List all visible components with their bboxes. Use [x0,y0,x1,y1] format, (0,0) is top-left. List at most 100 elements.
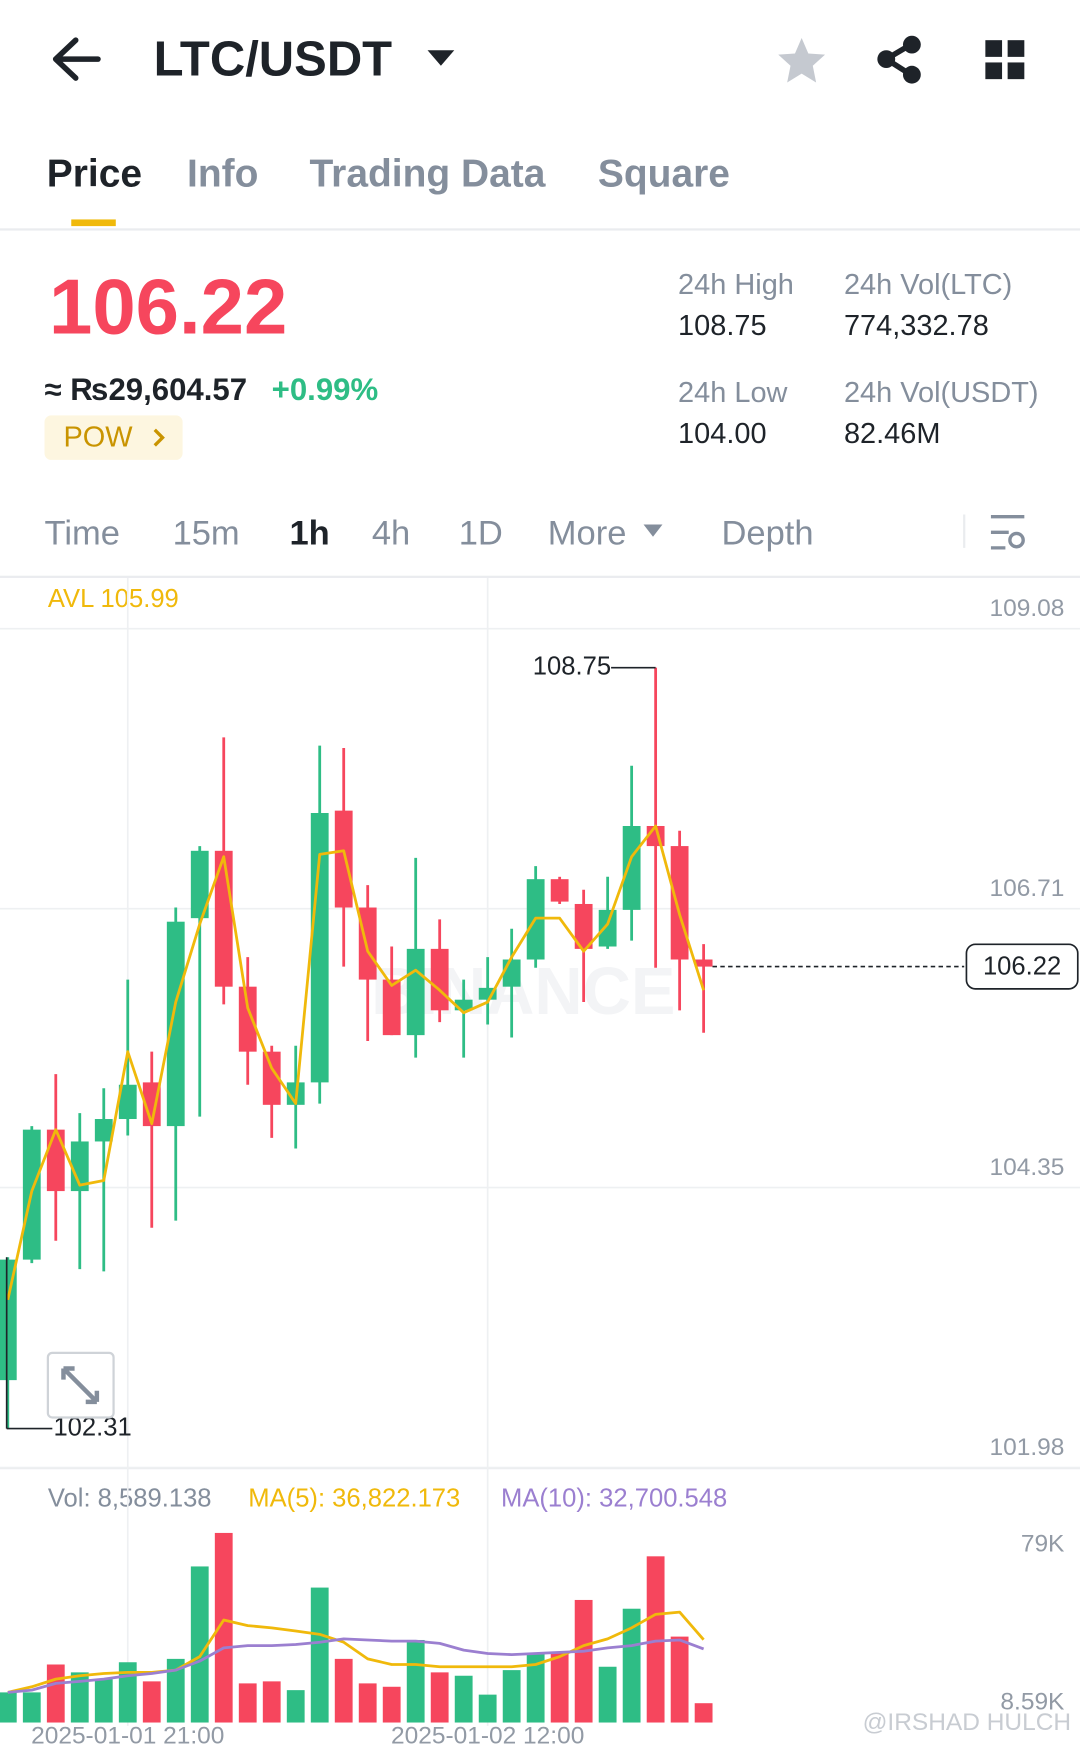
share-icon[interactable] [877,35,921,84]
share-dot [902,35,921,54]
candle-body [454,999,473,1011]
volume-bar [502,1670,521,1723]
candle-body [574,903,593,949]
fiat-price: ≈ ₨29,604.57 [45,372,248,407]
candle-body [622,825,641,910]
volume-bar [238,1683,257,1723]
volume-bar [70,1672,89,1723]
candle-body [670,846,689,960]
volume-bar [574,1599,593,1723]
volume-bar [166,1658,185,1723]
volume-bar [286,1690,305,1723]
interval[interactable]: 15m [173,515,240,553]
candle-body [142,1082,161,1127]
volume-bar [0,1692,17,1723]
tab[interactable]: Info [187,152,258,195]
grid-icon[interactable] [985,40,1025,80]
ma5-legend: MA(5): 36,822.173 [248,1485,460,1513]
price-change: +0.99% [272,372,379,407]
grid-cell [1007,40,1025,57]
expand-icon [61,1366,100,1405]
stat-value: 774,332.78 [844,310,989,342]
volume-bar [382,1686,401,1723]
tab-active[interactable]: Price [47,152,142,195]
x-tick-label: 2025-01-02 12:00 [391,1722,584,1746]
pair-dropdown[interactable] [427,50,455,66]
interval-active[interactable]: 1h [289,515,329,553]
share-dot [877,50,896,69]
back-button[interactable] [52,37,101,81]
last-price: 106.22 [49,263,287,351]
tab[interactable]: Square [598,152,730,195]
divider [963,514,966,548]
volume-bar [550,1653,569,1723]
volume-bar [358,1683,377,1723]
volume-bar [334,1658,353,1723]
ma10-legend: MA(10): 32,700.548 [501,1485,727,1513]
volume-bar [622,1608,641,1723]
volume-bar [430,1672,449,1723]
candle-body [118,1084,137,1120]
candle-body [358,907,377,980]
tab[interactable]: Trading Data [310,152,546,195]
candle-body [478,987,497,1000]
grid-cell [1007,62,1025,80]
stat-value: 104.00 [678,418,767,450]
volume-bar [22,1692,41,1723]
y-tick-label: 106.71 [990,875,1065,902]
volume-bar [190,1566,209,1723]
candle-body [694,959,713,967]
favorite-icon[interactable] [778,37,826,83]
candle-body [598,909,617,947]
candle-body [430,948,449,1011]
last-price-label: 106.22 [983,952,1061,980]
candle-body [382,979,401,1036]
candle-body [190,850,209,919]
interval[interactable]: Time [45,515,120,553]
volume-bar [214,1532,233,1723]
more-dropdown [643,524,663,537]
volume-bar [646,1556,665,1723]
tab-indicator [71,219,116,227]
y-tick-label: 104.35 [990,1154,1065,1181]
back-arrow [52,37,101,81]
volume-tick-label: 79K [1021,1530,1065,1557]
stat-label: 24h Low [678,377,788,409]
grid-cell [985,62,1003,80]
volume-bar [478,1694,497,1723]
stat-value: 82.46M [844,418,941,450]
divider [0,575,1080,578]
volume-bar [670,1636,689,1723]
volume-bar [598,1666,617,1723]
volume-bar [526,1653,545,1723]
volume-ma-line [7,1610,705,1694]
candle-body [94,1119,113,1142]
settings-gear [1008,531,1025,549]
high-label: 108.75 [533,652,611,680]
candle-body [502,959,521,987]
interval[interactable]: 4h [372,515,410,553]
candle-body [406,948,425,1036]
stat-label: 24h Vol(LTC) [844,269,1012,301]
volume-bar [46,1664,65,1723]
interval[interactable]: Depth [721,515,813,553]
interval[interactable]: More [548,515,627,553]
chart-settings[interactable] [990,515,1025,550]
x-tick-label: 2025-01-01 21:00 [31,1722,224,1746]
y-tick-label: 101.98 [990,1434,1065,1461]
interval[interactable]: 1D [459,515,503,553]
volume-bar [262,1681,281,1723]
tag-chip[interactable] [44,415,183,460]
volume-bar [310,1587,329,1723]
settings-lines [990,515,1025,550]
divider [0,228,1080,231]
pair-title[interactable]: LTC/USDT [154,32,393,86]
stat-value: 108.75 [678,310,767,342]
stat-label: 24h Vol(USDT) [844,377,1039,409]
share-dot [902,65,921,84]
volume-bar [94,1679,113,1723]
ma-line [6,824,705,1301]
candle-body [70,1141,89,1192]
